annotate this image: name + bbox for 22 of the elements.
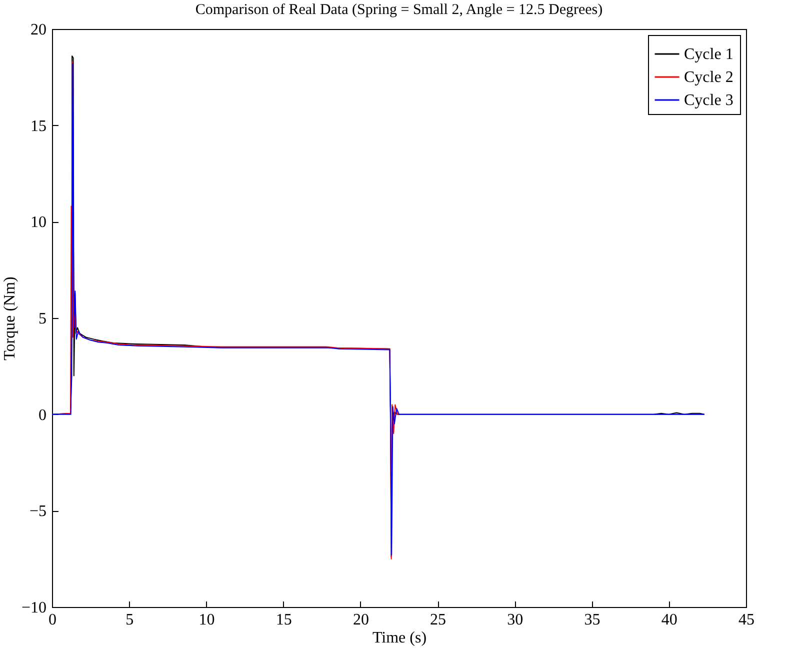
x-tick-label: 20 [352, 612, 369, 628]
y-tick-label: −10 [21, 600, 46, 616]
x-tick-label: 35 [584, 612, 600, 628]
x-tick-label: 25 [430, 612, 446, 628]
x-axis-title: Time (s) [372, 630, 427, 646]
x-tick-label: 5 [126, 612, 134, 628]
x-tick-label: 45 [738, 612, 754, 628]
legend-label: Cycle 1 [684, 46, 734, 63]
y-tick-label: −5 [29, 503, 46, 520]
x-tick-label: 40 [661, 612, 678, 628]
y-tick-label: 5 [38, 310, 46, 328]
y-axis-title: Torque (Nm) [1, 276, 18, 360]
y-tick-label: 10 [30, 214, 46, 232]
legend-label: Cycle 3 [684, 92, 734, 109]
y-tick-label: 15 [30, 118, 46, 135]
x-tick-label: 30 [507, 612, 524, 628]
x-tick-label: 10 [198, 612, 215, 628]
x-tick-label: 15 [276, 612, 292, 628]
legend-label: Cycle 2 [684, 69, 734, 86]
chart-title: Comparison of Real Data (Spring = Small 2, Angle = 12.5 Degrees) [195, 2, 603, 18]
y-tick-label: 20 [30, 22, 46, 38]
y-tick-label: 0 [38, 406, 46, 424]
